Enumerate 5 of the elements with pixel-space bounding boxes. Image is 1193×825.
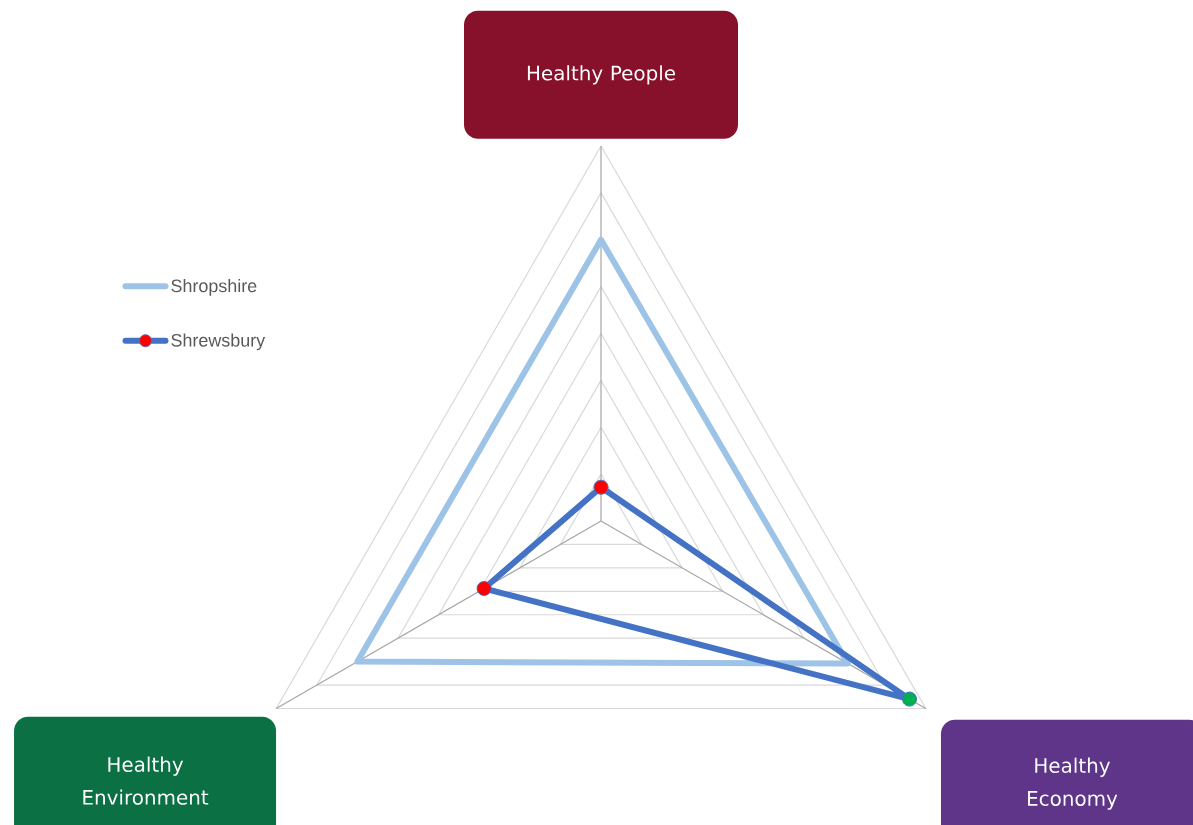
spoke-label: Healthy Environment — [83, 756, 209, 805]
spoke-label: Healthy Economy — [1028, 757, 1118, 810]
legend-label: Shrewsbury — [171, 333, 266, 351]
spoke-label: Healthy People — [527, 65, 675, 85]
legend-label: Shropshire — [171, 279, 257, 296]
